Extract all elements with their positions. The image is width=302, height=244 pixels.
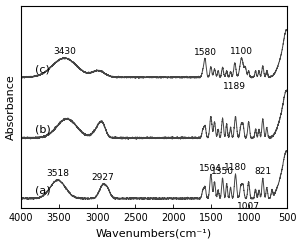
X-axis label: Wavenumbers(cm⁻¹): Wavenumbers(cm⁻¹) (96, 228, 212, 238)
Text: 1504: 1504 (199, 164, 222, 173)
Text: 1580: 1580 (194, 48, 217, 57)
Text: 3430: 3430 (53, 47, 76, 56)
Text: 1100: 1100 (230, 47, 253, 56)
Text: 1189: 1189 (223, 82, 246, 91)
Text: 821: 821 (254, 167, 271, 176)
Y-axis label: Absorbance: Absorbance (5, 74, 16, 140)
Text: 1350: 1350 (211, 167, 234, 176)
Text: 1007: 1007 (237, 203, 260, 212)
Text: 2927: 2927 (91, 173, 114, 183)
Text: 3518: 3518 (46, 169, 69, 178)
Text: (a): (a) (35, 185, 50, 195)
Text: (b): (b) (35, 125, 50, 135)
Text: (c): (c) (35, 64, 50, 74)
Text: 1180: 1180 (224, 163, 247, 172)
